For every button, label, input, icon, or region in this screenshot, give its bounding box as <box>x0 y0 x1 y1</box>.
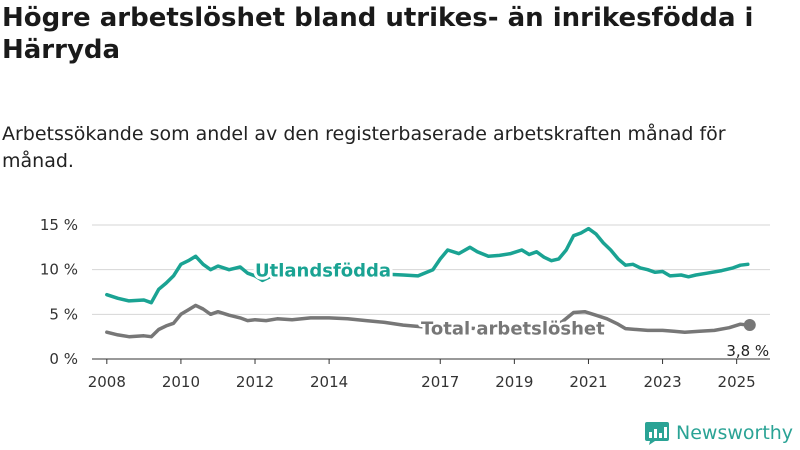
series-label: Total arbetslöshet <box>421 319 605 340</box>
x-tick-label: 2017 <box>421 373 459 391</box>
x-tick-label: 2025 <box>718 373 756 391</box>
x-axis-ticks: 2008 2010 2012 2014 2017 2019 2021 2023 2025 <box>88 359 756 391</box>
line-chart: 0 %5 %10 %15 % 2008 2010 2012 2014 2017 2019 2… <box>40 216 770 391</box>
y-tick-label: 10 % <box>40 261 78 279</box>
y-tick-label: 5 % <box>49 305 78 323</box>
series-line-total <box>105 303 750 339</box>
series-end-marker <box>743 319 756 332</box>
series-labels: Utlandsfödda Total arbetslöshet 3,8 % <box>252 258 769 360</box>
chart-title: Högre arbetslöshet bland utrikes- än inr… <box>2 3 754 65</box>
series-lines <box>105 226 750 339</box>
x-tick-label: 2012 <box>236 373 274 391</box>
brand-logo: Newsworthy <box>644 419 793 447</box>
newsworthy-logo-icon <box>645 422 669 445</box>
x-tick-label: 2008 <box>88 373 126 391</box>
x-tick-label: 2019 <box>495 373 533 391</box>
x-tick-label: 2010 <box>162 373 200 391</box>
y-tick-label: 15 % <box>40 216 78 234</box>
x-tick-label: 2021 <box>569 373 607 391</box>
y-axis-ticks: 0 % 5 % 10 % 15 % <box>40 216 78 368</box>
series-line-utlandsfodda <box>105 226 750 305</box>
series-end-label: 3,8 % <box>726 342 769 360</box>
series-label: Utlandsfödda <box>255 261 391 282</box>
x-tick-label: 2023 <box>643 373 681 391</box>
x-tick-label: 2014 <box>310 373 348 391</box>
chart-subtitle: Arbetssökande som andel av den registerb… <box>2 123 726 172</box>
y-tick-label: 0 % <box>49 350 78 368</box>
brand-name: Newsworthy <box>676 422 794 444</box>
